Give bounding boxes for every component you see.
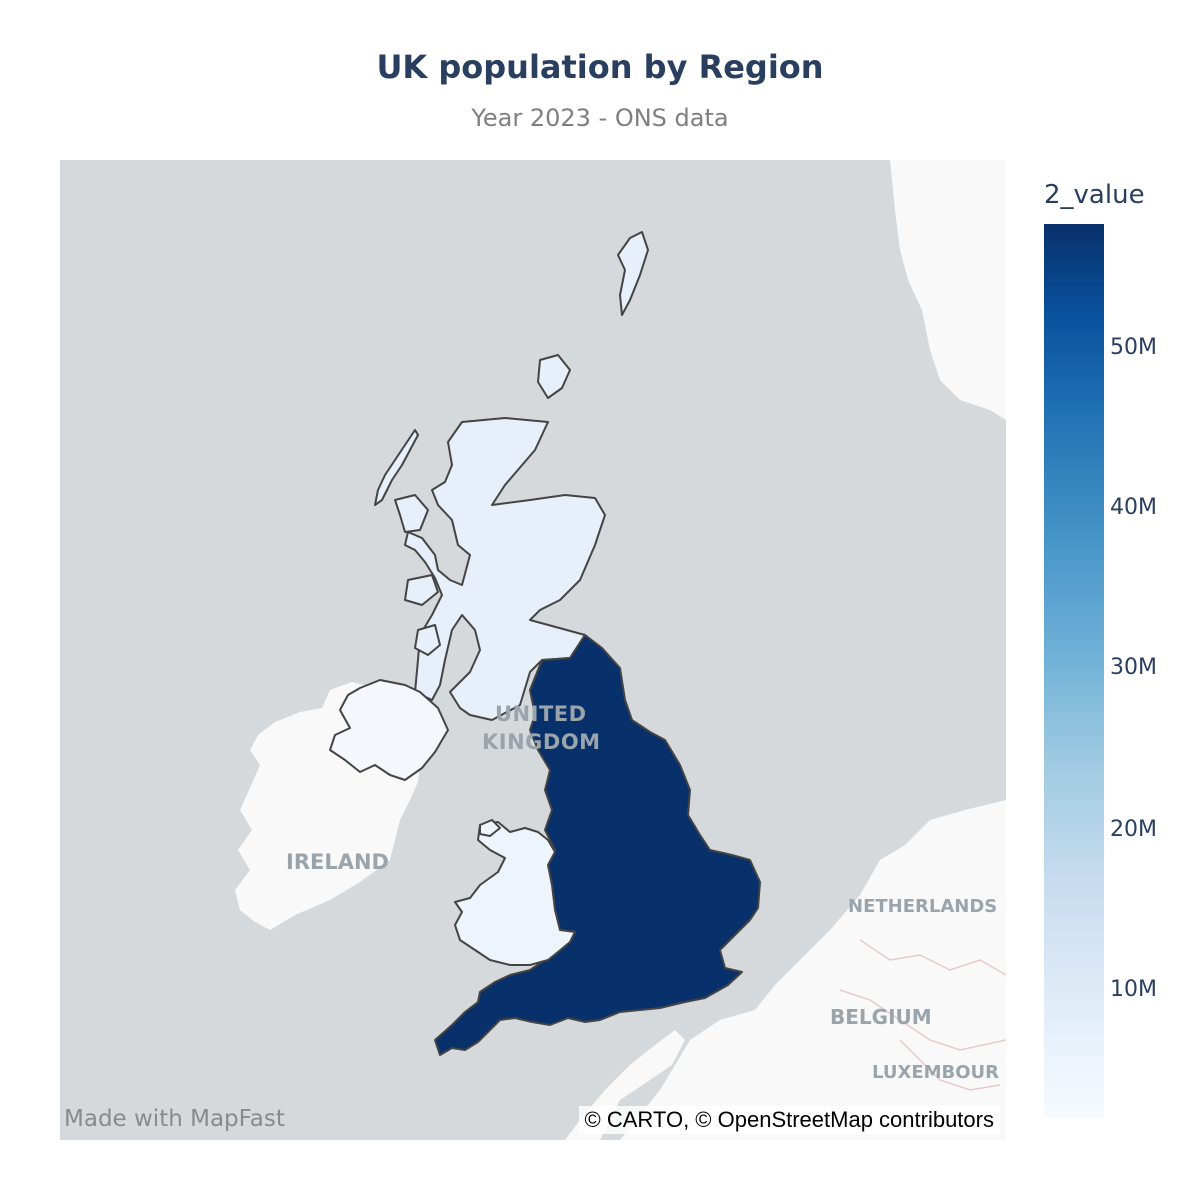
mull (404, 574, 439, 606)
colorbar-tick-20m: 20M (1110, 817, 1157, 842)
skye (394, 494, 429, 533)
label-ireland: IRELAND (286, 850, 389, 874)
anglesey (479, 819, 501, 837)
label-belgium: BELGIUM (830, 1005, 932, 1029)
colorbar-tick-50m: 50M (1110, 335, 1157, 360)
continent-land (620, 800, 1006, 1140)
netherlands-border (859, 939, 1006, 976)
label-netherlands: NETHERLANDS (848, 896, 998, 917)
label-uk-line2: KINGDOM (482, 730, 601, 754)
outer-hebrides (374, 429, 419, 506)
orkney (537, 354, 571, 399)
colorbar-tick-30m: 30M (1110, 655, 1157, 680)
colorbar (1044, 224, 1104, 1118)
region-northern-ireland[interactable] (329, 679, 449, 781)
colorbar-tick-40m: 40M (1110, 495, 1157, 520)
colorbar-title: 2_value (1044, 180, 1145, 210)
belgium-border (839, 989, 1006, 1051)
map-area[interactable]: UNITED KINGDOM IRELAND NETHERLANDS BELGI… (60, 160, 1006, 1140)
norway-land (890, 160, 1006, 420)
shetland (617, 231, 649, 316)
map-attribution[interactable]: © CARTO, © OpenStreetMap contributors (578, 1106, 1000, 1134)
watermark: Made with MapFast (64, 1106, 285, 1132)
colorbar-tick-10m: 10M (1110, 977, 1157, 1002)
luxembourg-border (899, 1039, 1001, 1091)
region-scotland[interactable] (404, 417, 606, 721)
map-title: UK population by Region (376, 48, 824, 86)
label-uk-line1: UNITED (495, 702, 587, 726)
islay (414, 624, 441, 656)
region-wales[interactable] (454, 821, 576, 966)
map-subtitle: Year 2023 - ONS data (471, 104, 729, 132)
map-canvas[interactable] (60, 160, 1006, 1140)
region-england[interactable] (434, 634, 761, 1056)
label-luxembourg: LUXEMBOUR (872, 1062, 1000, 1083)
